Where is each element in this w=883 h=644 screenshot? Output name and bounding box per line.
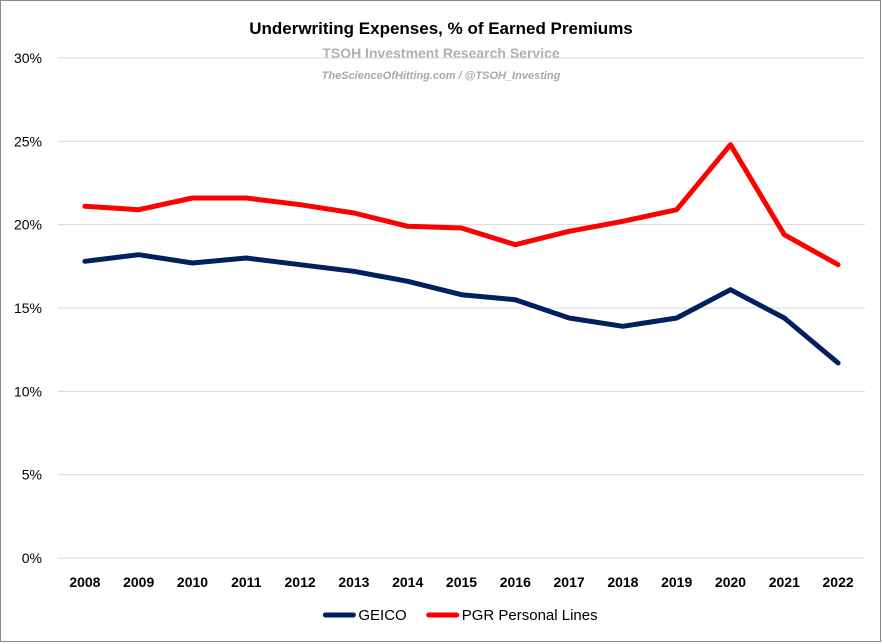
series-line-pgr-personal-lines (82, 142, 841, 268)
y-tick-label: 10% (14, 383, 42, 399)
x-tick-label: 2013 (338, 574, 369, 590)
y-tick-label: 30% (14, 50, 42, 66)
x-tick-label: 2014 (392, 574, 423, 590)
legend-label: PGR Personal Lines (462, 607, 598, 624)
x-tick-label: 2010 (177, 574, 208, 590)
y-tick-label: 15% (14, 300, 42, 316)
x-tick-label: 2019 (661, 574, 692, 590)
chart-source: TheScienceOfHitting.com / @TSOH_Investin… (322, 70, 561, 82)
y-tick-label: 25% (14, 133, 42, 149)
x-tick-label: 2016 (500, 574, 531, 590)
x-tick-label: 2009 (123, 574, 154, 590)
x-axis-ticks: 2008 2009 2010 2011 2012 2013 2014 2015 2016 2017… (69, 574, 854, 590)
series-lines (82, 142, 841, 366)
x-tick-label: 2008 (69, 574, 100, 590)
y-tick-label: 5% (22, 467, 42, 483)
legend-item: PGR Personal Lines (426, 607, 598, 624)
y-tick-label: 0% (22, 550, 42, 566)
x-tick-label: 2020 (715, 574, 746, 590)
x-tick-label: 2017 (554, 574, 585, 590)
gridlines (58, 57, 865, 559)
chart-title: Underwriting Expenses, % of Earned Premi… (249, 19, 633, 38)
x-tick-label: 2018 (607, 574, 638, 590)
x-tick-label: 2011 (231, 574, 262, 590)
y-axis-ticks: 0% 5% 10% 15% 20% 25% 30% (14, 50, 42, 566)
legend-item: GEICO (322, 607, 407, 624)
legend: GEICO PGR Personal Lines (322, 607, 598, 624)
x-tick-label: 2021 (769, 574, 800, 590)
x-tick-label: 2012 (285, 574, 316, 590)
series-line-geico (82, 252, 841, 366)
y-tick-label: 20% (14, 217, 42, 233)
chart-subtitle: TSOH Investment Research Service (322, 45, 560, 61)
x-tick-label: 2022 (823, 574, 854, 590)
legend-label: GEICO (358, 607, 406, 624)
x-tick-label: 2015 (446, 574, 477, 590)
